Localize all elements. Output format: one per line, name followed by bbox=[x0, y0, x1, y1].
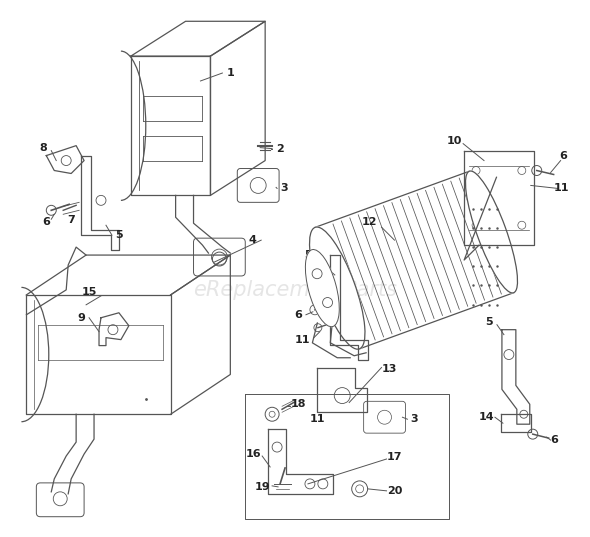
Ellipse shape bbox=[466, 171, 517, 293]
Text: 7: 7 bbox=[67, 215, 75, 225]
Text: 6: 6 bbox=[560, 150, 568, 161]
Text: 4: 4 bbox=[248, 235, 256, 245]
Ellipse shape bbox=[310, 227, 365, 349]
Text: 19: 19 bbox=[254, 482, 270, 492]
Text: 13: 13 bbox=[382, 365, 397, 374]
Text: 18: 18 bbox=[290, 400, 306, 409]
Text: 6: 6 bbox=[294, 310, 302, 320]
Text: 12: 12 bbox=[362, 217, 378, 227]
Text: 5: 5 bbox=[304, 250, 312, 260]
Text: 8: 8 bbox=[40, 143, 47, 153]
Text: 11: 11 bbox=[554, 184, 569, 193]
Text: 2: 2 bbox=[276, 143, 284, 154]
Text: 14: 14 bbox=[478, 412, 494, 422]
Text: 3: 3 bbox=[280, 184, 288, 193]
Text: 11: 11 bbox=[310, 414, 326, 424]
Text: 11: 11 bbox=[294, 335, 310, 345]
Text: 9: 9 bbox=[77, 313, 85, 323]
Text: 1: 1 bbox=[227, 68, 234, 78]
Text: 6: 6 bbox=[550, 435, 559, 445]
Text: 10: 10 bbox=[447, 136, 462, 146]
Text: 17: 17 bbox=[386, 452, 402, 462]
Text: 5: 5 bbox=[485, 317, 493, 326]
Text: 6: 6 bbox=[42, 217, 50, 227]
Ellipse shape bbox=[306, 250, 339, 326]
Text: 15: 15 bbox=[81, 287, 97, 297]
Text: 5: 5 bbox=[115, 230, 123, 240]
Text: 3: 3 bbox=[411, 414, 418, 424]
Text: 20: 20 bbox=[387, 486, 402, 496]
Text: 16: 16 bbox=[245, 449, 261, 459]
Text: eReplacementParts: eReplacementParts bbox=[193, 280, 397, 300]
